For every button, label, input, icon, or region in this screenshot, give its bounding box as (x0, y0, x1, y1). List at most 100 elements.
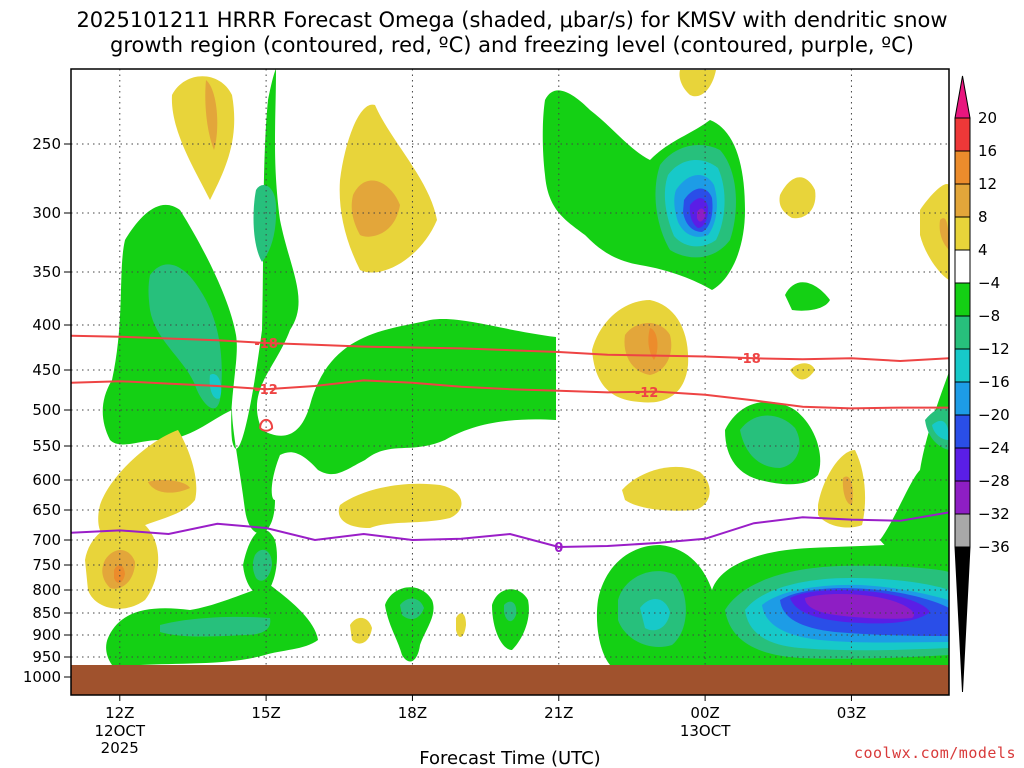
omega-region-negative (148, 264, 222, 409)
omega-region-negative (252, 549, 272, 581)
chart-title-line-2: growth region (contoured, red, ºC) and f… (110, 33, 914, 57)
contour-line-minus18 (71, 334, 949, 363)
omega-region-positive (624, 322, 672, 375)
omega-shading (85, 69, 949, 665)
y-tick-label: 400 (32, 316, 61, 334)
x-tick-label: 00Z (690, 704, 719, 722)
plot-frame (70, 68, 950, 696)
omega-region-positive (818, 450, 866, 528)
colorbar-band (954, 381, 971, 416)
omega-region-positive (98, 430, 197, 541)
x-tick-date-label: 12OCT (95, 722, 146, 740)
surface-ground (71, 665, 949, 695)
x-tick-label: 18Z (398, 704, 427, 722)
y-tick-label: 900 (32, 626, 61, 644)
colorbar-label: 8 (978, 208, 988, 226)
colorbar-band (954, 447, 971, 482)
omega-region-negative (504, 601, 517, 622)
colorbar-label: −20 (978, 406, 1010, 424)
contour-loop (259, 418, 274, 432)
y-tick-label: 500 (32, 401, 61, 419)
colorbar-band (954, 183, 971, 218)
colorbar-band (954, 480, 971, 515)
y-axis-pressure: 250 300 350 400 450 500 550 600 650 700 750 800 850 9… (23, 135, 71, 686)
contour-label: 0 (554, 541, 563, 556)
omega-region-positive (114, 565, 125, 583)
y-tick-label: 450 (32, 361, 61, 379)
x-axis-title: Forecast Time (UTC) (419, 748, 600, 768)
colorbar-band (954, 513, 971, 548)
omega-region-positive (790, 363, 815, 380)
y-tick-label: 550 (32, 437, 61, 455)
colorbar-band (954, 315, 971, 350)
colorbar-band (954, 282, 971, 317)
colorbar-label: −12 (978, 340, 1010, 358)
colorbar-band (954, 216, 971, 251)
omega-region-positive (338, 483, 462, 528)
contour-line-0 (71, 511, 949, 549)
colorbar-label: 20 (978, 109, 997, 127)
colorbar-label: 12 (978, 175, 997, 193)
colorbar-band (954, 348, 971, 383)
y-tick-label: 950 (32, 648, 61, 666)
x-tick-label: 12Z (105, 704, 134, 722)
colorbar-band (954, 150, 971, 185)
grid-lines (71, 69, 949, 695)
colorbar-label: 4 (978, 241, 988, 259)
y-tick-label: 600 (32, 471, 61, 489)
colorbar-label: −8 (978, 307, 1000, 325)
omega-region-positive (148, 480, 190, 493)
y-tick-label: 750 (32, 556, 61, 574)
contour-label: -12 (635, 386, 659, 401)
contour-label: -18 (254, 337, 278, 352)
colorbar-label: −16 (978, 373, 1010, 391)
omega-region-negative (785, 282, 830, 311)
y-tick-label: 650 (32, 501, 61, 519)
y-tick-label: 800 (32, 581, 61, 599)
omega-region-negative (253, 185, 277, 262)
contour-label: -12 (254, 383, 278, 398)
omega-region-positive (679, 70, 716, 97)
omega-region-positive (939, 218, 949, 250)
colorbar-label: 16 (978, 142, 997, 160)
colorbar-label: −28 (978, 472, 1010, 490)
colorbar-label: −24 (978, 439, 1010, 457)
omega-region-negative (805, 594, 914, 619)
omega-region-positive (622, 466, 710, 511)
watermark-url: coolwx.com/models (853, 744, 1016, 762)
omega-region-positive (350, 617, 372, 644)
colorbar-band (954, 117, 971, 152)
y-tick-label: 700 (32, 531, 61, 549)
omega-region-negative (740, 415, 800, 468)
colorbar-legend: 20 16 12 8 4 −4 −8 −12 −16 −20 −24 −28 −32 −36 (954, 75, 1010, 693)
omega-region-positive (171, 76, 235, 200)
colorbar-bottom-arrow (954, 546, 971, 693)
omega-region-positive (648, 328, 658, 360)
omega-region-positive (351, 180, 400, 237)
omega-region-negative (160, 616, 271, 637)
x-tick-year-label: 2025 (101, 739, 139, 757)
omega-region-positive (205, 80, 218, 150)
x-tick-label: 15Z (251, 704, 280, 722)
y-tick-label: 250 (32, 135, 61, 153)
omega-region-positive (920, 184, 949, 280)
colorbar-label: −32 (978, 505, 1010, 523)
colorbar-band (954, 249, 971, 284)
chart-title-line-1: 2025101211 HRRR Forecast Omega (shaded, … (76, 8, 948, 32)
temperature-contours: -18 -18 -12 -12 0 (71, 334, 949, 556)
omega-region-positive (456, 613, 466, 637)
x-tick-label: 21Z (544, 704, 573, 722)
colorbar-band (954, 414, 971, 449)
y-tick-label: 350 (32, 263, 61, 281)
y-tick-label: 1000 (23, 668, 61, 686)
colorbar-top-arrow (954, 75, 971, 119)
x-tick-label: 03Z (837, 704, 866, 722)
y-tick-label: 850 (32, 604, 61, 622)
omega-region-negative (932, 420, 949, 440)
y-tick-label: 300 (32, 204, 61, 222)
colorbar-label: −36 (978, 538, 1010, 556)
omega-region-positive (779, 177, 816, 219)
contour-label: -18 (737, 352, 761, 367)
